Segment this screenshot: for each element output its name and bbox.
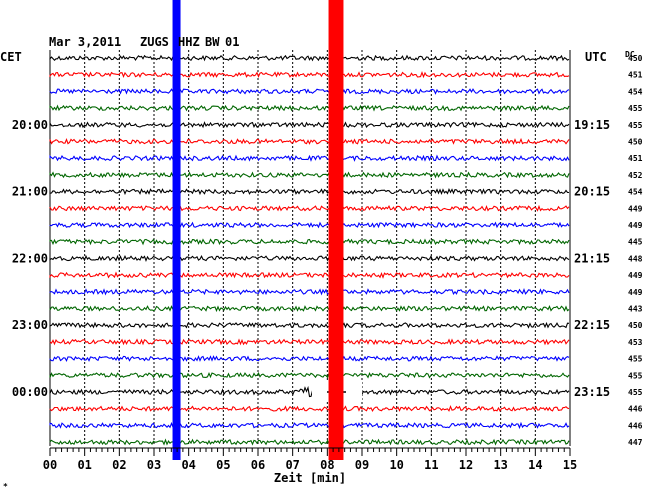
header-channel: HHZ: [178, 35, 200, 49]
header-network: BW: [205, 35, 220, 49]
x-tick-label: 07: [285, 458, 299, 472]
event-markers: [172, 0, 344, 460]
trace-line: [49, 54, 570, 62]
header-station: ZUGS: [140, 35, 169, 49]
dc-offset: 450: [628, 54, 643, 63]
dc-offset: 452: [628, 171, 643, 180]
trace-line: [49, 271, 570, 279]
trace-line: [49, 288, 570, 296]
cet-time-label: 21:00: [12, 185, 48, 199]
grid-lines: [49, 50, 571, 446]
dc-offset: 445: [628, 238, 643, 247]
x-tick-label: 06: [251, 458, 265, 472]
trace-line: [49, 238, 570, 246]
x-tick-label: 01: [77, 458, 91, 472]
utc-time-label: 19:15: [574, 118, 610, 132]
dc-label: DC: [625, 50, 635, 59]
dc-offset: 451: [628, 71, 643, 80]
x-tick-label: 00: [43, 458, 57, 472]
cet-time-label: 23:00: [12, 318, 48, 332]
trace-line: [49, 137, 570, 145]
dc-offset: 449: [628, 221, 643, 230]
dc-offset: 448: [628, 254, 643, 263]
dc-offset: 449: [628, 288, 643, 297]
trace-line: [49, 154, 570, 162]
cet-label: CET: [0, 50, 22, 64]
x-tick-label: 12: [459, 458, 473, 472]
x-tick-label: 14: [528, 458, 542, 472]
x-axis-label: Zeit [min]: [274, 471, 346, 485]
trace-line: [49, 385, 570, 398]
utc-time-label: 20:15: [574, 185, 610, 199]
dc-offset: 450: [628, 138, 643, 147]
dc-offset: 446: [628, 405, 643, 414]
x-axis: 00 01 02 03 04 05 06 07 08 09 10 11 12 13 14 15: [43, 447, 577, 472]
x-tick-label: 08: [320, 458, 334, 472]
corner-mark: *: [3, 482, 8, 491]
utc-time-label: 21:15: [574, 251, 610, 265]
x-tick-label: 03: [147, 458, 161, 472]
dc-offset: 453: [628, 338, 643, 347]
header-date: Mar 3,2011: [49, 35, 121, 49]
trace-line: [49, 421, 570, 430]
dc-offset: 455: [628, 121, 643, 130]
trace-line: [49, 355, 570, 362]
x-tick-label: 13: [493, 458, 507, 472]
trace-line: [49, 305, 570, 313]
utc-time-label: 22:15: [574, 318, 610, 332]
trace-line: [49, 338, 570, 346]
x-tick-label: 02: [112, 458, 126, 472]
dc-offset: 454: [628, 188, 643, 197]
cet-time-label: 00:00: [12, 385, 48, 399]
event-marker: [335, 0, 344, 460]
x-tick-label: 04: [181, 458, 195, 472]
x-tick-label: 09: [355, 458, 369, 472]
trace-line: [49, 321, 570, 329]
dc-offset: 454: [628, 87, 643, 96]
dc-offset: 455: [628, 388, 643, 397]
event-marker: [172, 0, 181, 460]
traces: 450 451 454 455 455 450 451 452 454 449 449 445 448 4…: [49, 54, 643, 447]
trace-line: [49, 104, 570, 112]
trace-line: [49, 221, 570, 229]
cet-time-label: 20:00: [12, 118, 48, 132]
dc-offset: 449: [628, 204, 643, 213]
utc-time-label: 23:15: [574, 385, 610, 399]
trace-line: [49, 71, 570, 79]
x-tick-label: 05: [216, 458, 230, 472]
trace-line: [49, 88, 570, 95]
event-marker: [328, 0, 337, 460]
trace-line: [49, 438, 570, 446]
header-location: 01: [225, 35, 239, 49]
dc-offset: 455: [628, 355, 643, 364]
trace-line: [49, 404, 570, 413]
dc-offset: 447: [628, 438, 643, 447]
dc-offset: 455: [628, 371, 643, 380]
dc-offset: 455: [628, 104, 643, 113]
trace-line: [49, 121, 570, 129]
trace-line: [49, 171, 570, 179]
cet-time-label: 22:00: [12, 251, 48, 265]
x-tick-label: 10: [389, 458, 403, 472]
dc-offset: 450: [628, 321, 643, 330]
trace-line: [49, 371, 570, 379]
dc-offset: 443: [628, 305, 643, 314]
x-tick-label: 11: [424, 458, 438, 472]
time-labels: 20:00 21:00 22:00 23:00 00:00 19:15 20:15 21:15…: [12, 118, 610, 399]
trace-line: [49, 254, 570, 263]
utc-label: UTC: [585, 50, 607, 64]
trace-line: [49, 204, 570, 212]
dc-offset: 449: [628, 271, 643, 280]
dc-offset: 451: [628, 154, 643, 163]
x-tick-label: 15: [563, 458, 577, 472]
dc-offset: 446: [628, 421, 643, 430]
trace-line: [49, 188, 569, 196]
